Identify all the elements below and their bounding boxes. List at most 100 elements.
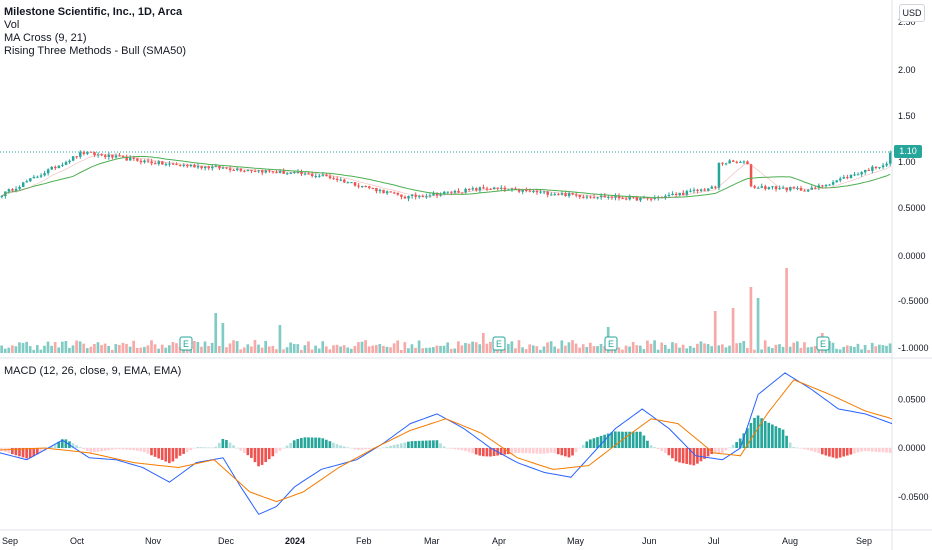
volume-bar (32, 349, 36, 353)
pattern-legend[interactable]: Rising Three Methods - Bull (SMA50) (4, 45, 186, 57)
candle-body (7, 189, 11, 192)
candle-body (885, 163, 888, 166)
volume-bar (35, 345, 39, 353)
candle-body (814, 187, 817, 189)
macd-histogram-bar (367, 448, 371, 450)
macd-histogram-bar (514, 448, 517, 454)
volume-bar (760, 349, 763, 353)
candle-body (685, 191, 689, 195)
candle-body (385, 191, 389, 194)
ma-cross-legend[interactable]: MA Cross (9, 21) (4, 32, 87, 44)
macd-histogram-bar (481, 448, 485, 457)
candle-body (378, 189, 382, 192)
volume-bar (207, 346, 210, 353)
volume-bar (389, 347, 392, 353)
candle-body (582, 196, 585, 198)
candle-body (168, 163, 171, 165)
macd-histogram-bar (389, 445, 392, 448)
volume-bar (481, 333, 485, 353)
volume-bar (442, 345, 446, 353)
volume-bar (688, 345, 692, 353)
volume-bar (403, 342, 407, 353)
macd-histogram-bar (32, 448, 36, 457)
volume-bar (778, 344, 781, 353)
macd-histogram-bar (349, 448, 353, 449)
macd-histogram-bar (464, 448, 467, 452)
macd-legend[interactable]: MACD (12, 26, close, 9, EMA, EMA) (4, 365, 182, 377)
vol-legend[interactable]: Vol (4, 19, 20, 31)
macd-histogram-bar (763, 420, 767, 448)
candle-body (389, 191, 392, 193)
macd-histogram-bar (292, 440, 296, 448)
macd-histogram-bar (360, 448, 364, 450)
macd-histogram-bar (828, 448, 831, 457)
currency-button[interactable]: USD (899, 4, 925, 22)
volume-bar (699, 341, 703, 353)
candle-body (567, 193, 571, 197)
volume-bar (478, 344, 482, 353)
candle-body (307, 173, 310, 175)
volume-bar (75, 340, 78, 353)
volume-bar (585, 346, 589, 353)
macd-histogram-bar (278, 448, 282, 451)
volume-bar (721, 344, 724, 353)
price-axis-tick: 2.50 (898, 17, 916, 27)
candle-body (796, 188, 799, 190)
candle-body (118, 155, 121, 157)
candle-body (457, 190, 460, 193)
macd-histogram-bar (556, 448, 560, 455)
volume-bar (835, 348, 838, 353)
macd-histogram-bar (239, 448, 243, 451)
macd-histogram-bar (453, 448, 457, 450)
volume-bar (28, 346, 32, 353)
candle-body (535, 191, 539, 193)
volume-bar (753, 349, 756, 353)
volume-bar (685, 348, 689, 353)
macd-histogram-bar (96, 448, 100, 452)
macd-histogram-bar (428, 440, 432, 448)
candle-body (121, 156, 125, 158)
volume-bar (738, 342, 742, 353)
volume-bar (167, 345, 171, 353)
candle-body (417, 196, 421, 198)
ma-9-line (1, 153, 891, 199)
candle-body (328, 176, 332, 179)
macd-histogram-bar (303, 437, 307, 448)
macd-histogram-bar (770, 424, 774, 448)
time-axis-tick: Aug (782, 536, 798, 546)
volume-bar (674, 343, 678, 353)
candle-body (207, 166, 210, 169)
volume-bar (110, 349, 114, 353)
macd-histogram-bar (14, 448, 18, 456)
volume-bar (649, 343, 653, 353)
volume-bar (514, 348, 517, 353)
candle-body (739, 161, 742, 163)
volume-bar (510, 341, 514, 353)
volume-bar (157, 348, 160, 353)
volume-bar (414, 347, 417, 353)
macd-histogram-bar (606, 433, 610, 448)
volume-bar (346, 347, 350, 353)
candle-body (510, 188, 514, 190)
earnings-icon: E (183, 339, 189, 349)
candle-body (228, 168, 232, 170)
volume-bar (838, 349, 842, 353)
time-axis-tick: Jun (642, 536, 657, 546)
macd-histogram-bar (549, 448, 553, 453)
macd-histogram-bar (342, 446, 346, 448)
symbol-title[interactable]: Milestone Scientific, Inc., 1D, Arca (4, 6, 183, 18)
macd-histogram-bar (167, 448, 171, 464)
volume-bar (803, 342, 806, 353)
volume-bar (349, 348, 353, 353)
macd-histogram-bar (603, 434, 606, 448)
macd-histogram-bar (767, 422, 771, 448)
macd-histogram-bar (392, 445, 396, 448)
volume-bar (631, 341, 635, 353)
candle-body (742, 161, 746, 163)
candle-body (821, 185, 824, 187)
macd-histogram-bar (11, 448, 14, 455)
macd-histogram-bar (849, 448, 853, 455)
candle-body (621, 198, 624, 200)
macd-histogram-bar (192, 448, 196, 449)
